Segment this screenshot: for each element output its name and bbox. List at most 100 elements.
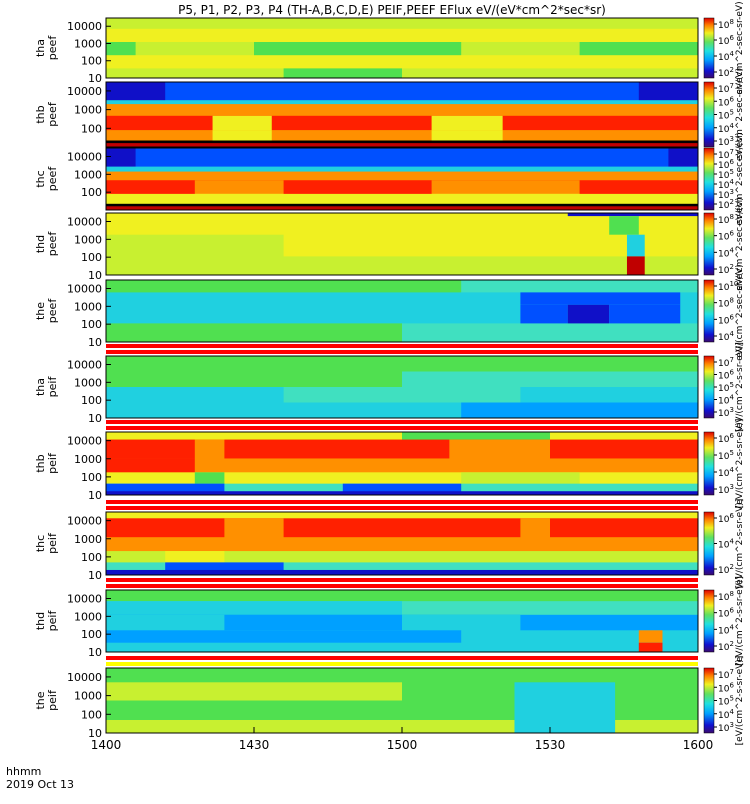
heatmap-band [106,551,698,563]
x-tick-label: 1400 [91,738,122,752]
colorbar-unit-label: [eV/(cm^2-s-sr-eV)] [735,656,745,746]
heatmap-cell [106,682,402,701]
y-axis-label: tha [34,39,47,57]
heatmap-cell [106,234,284,257]
y-tick-label: 100 [81,122,102,135]
heatmap-cell [106,280,462,293]
colorbar-unit-label: eV/(cm^2-sec-sr-eV) [735,264,745,357]
y-axis-label: thb [34,105,47,123]
y-axis-label: peef [46,231,59,257]
y-tick-label: 1000 [74,453,102,466]
heatmap-cell [106,483,225,492]
panel-frame [105,431,699,496]
colorbar-unit-label: eV/(cm^2-sec-sr-eV) [735,68,745,161]
heatmap-cell [431,130,503,141]
heatmap-band [106,143,698,148]
heatmap-8 [106,590,698,653]
heatmap-cell [638,630,663,644]
colorbar-tick-label: 106 [718,95,734,108]
colorbar-tick-label: 107 [718,668,734,681]
colorbar-gradient [703,355,715,419]
heatmap-7 [106,512,698,576]
y-axis-label: peef [46,166,59,192]
figure-title: P5, P1, P2, P3, P4 (TH-A,B,C,D,E) PEIF,P… [178,3,606,17]
heatmap-band [106,256,698,276]
heatmap-cell [461,402,698,419]
heatmap-band [106,28,698,43]
y-tick-label: 100 [81,471,102,484]
heatmap-cell [106,323,402,343]
y-axis-label: peif [46,376,59,398]
heatmap-cell [431,193,580,205]
heatmap-cell [461,42,580,56]
missing-data-stripe [106,578,698,582]
heatmap-cell [609,304,681,324]
date-label: 2019 Oct 13 [6,778,74,791]
panel-3: 10000 1000 100 10 thd peef 108 106 104 102 eV/(cm^… [34,197,745,290]
colorbar-tick-label: 106 [718,432,734,445]
colorbar-tick-label: 106 [718,607,734,620]
heatmap-cell [135,42,254,56]
colorbar-tick-label: 103 [718,721,734,734]
y-tick-label: 100 [81,628,102,641]
colorbar-gradient [703,212,715,276]
heatmap-cell [431,115,503,131]
colorbar-gradient [703,431,715,496]
panel-frame [105,279,699,343]
y-tick-label: 100 [81,55,102,68]
panel-frame [105,17,699,79]
heatmap-band [106,512,698,519]
heatmap-band [106,356,698,372]
colorbar-tick-label: 104 [718,394,734,407]
y-axis-label: thd [34,612,47,630]
colorbar-unit-label: [eV/(cm^2-s-sr-eV)] [735,342,745,432]
colorbar-8: 108 106 104 102 [eV/(cm^2-s-sr-eV)] [703,576,745,666]
heatmap-cell [106,213,568,217]
heatmap-cell [342,483,462,492]
heatmap-band [106,206,698,211]
heatmap-4 [106,280,698,343]
y-tick-label: 1000 [74,376,102,389]
y-tick-label: 10000 [67,20,102,33]
heatmap-cell [165,551,225,563]
colorbar-3: 108 106 104 102 eV/(cm^2-sec-sr-eV) [703,197,745,291]
colorbar-unit-label: [eV/(cm^2-s-sr-eV)] [735,419,745,509]
heatmap-band [106,166,698,173]
heatmap-cell [520,304,568,324]
colorbar-tick-label: 105 [718,449,734,462]
heatmap-cell [626,234,645,257]
y-tick-label: 10000 [67,151,102,164]
y-axis-label: thd [34,235,47,253]
heatmap-6 [106,432,698,496]
colorbar-gradient [703,279,715,343]
y-axis-label: peef [46,101,59,127]
y-tick-label: 10000 [67,359,102,372]
y-tick-label: 10 [88,569,102,582]
panel-6: 10000 1000 100 10 thb peif 106 105 104 103 [eV/(cm… [34,419,745,509]
heatmap-band [106,518,698,538]
y-tick-label: 10 [88,72,102,85]
panel-frame [105,355,699,419]
y-axis-label: peif [46,689,59,711]
colorbar-gradient [703,81,715,148]
y-tick-label: 10000 [67,593,102,606]
y-tick-label: 1000 [74,300,102,313]
heatmap-cell [283,387,521,403]
heatmap-band [106,193,698,205]
colorbar-gradient [703,147,715,211]
missing-data-stripe [106,426,698,430]
y-axis-label: peef [46,35,59,61]
y-tick-label: 1000 [74,533,102,546]
heatmap-cell [194,180,284,195]
colorbar-tick-label: 107 [718,82,734,95]
colorbar-unit-label: [eV/(cm^2-s-sr-eV)] [735,499,745,589]
colorbar-tick-label: 102 [718,563,734,576]
panel-8: 10000 1000 100 10 thd peif 108 106 104 102 [eV/(cm… [34,576,745,666]
heatmap-cell [212,130,272,141]
colorbar-tick-label: 102 [718,66,734,79]
colorbar-tick-label: 105 [718,695,734,708]
